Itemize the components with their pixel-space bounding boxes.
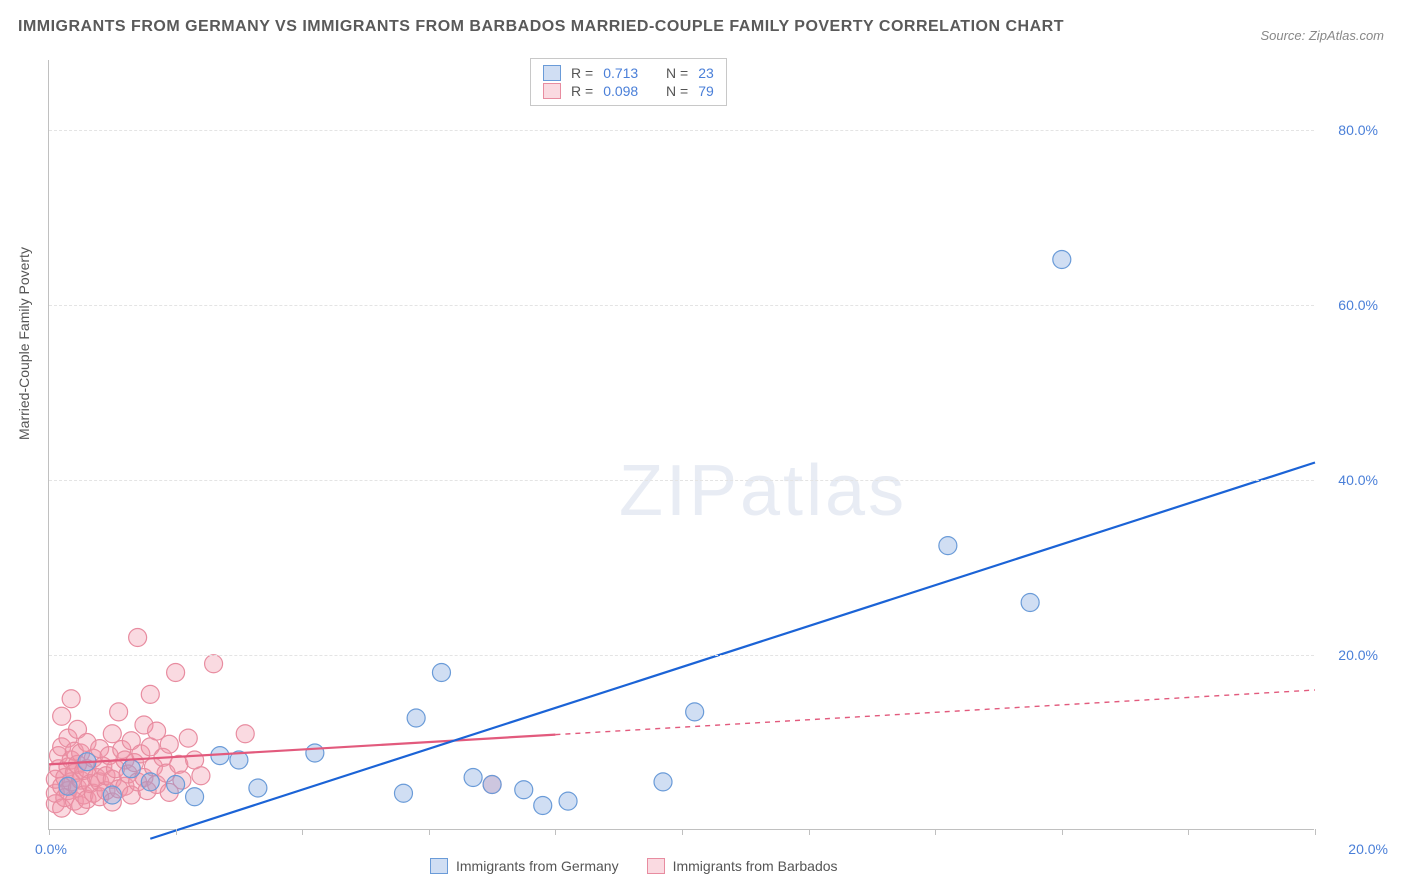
data-point [160,735,178,753]
regression-line-extrapolated [555,690,1315,735]
x-axis-start-label: 0.0% [35,841,67,857]
y-tick-label: 60.0% [1338,297,1378,313]
data-point [192,767,210,785]
data-point [167,664,185,682]
x-tick [429,829,430,835]
data-point [559,792,577,810]
chart-title: IMMIGRANTS FROM GERMANY VS IMMIGRANTS FR… [18,18,1064,36]
gridline [49,130,1314,131]
data-point [179,729,197,747]
x-tick [1315,829,1316,835]
data-point [186,788,204,806]
data-point [306,744,324,762]
data-point [464,769,482,787]
r-value-barbados: 0.098 [603,83,638,99]
data-point [394,784,412,802]
data-point [62,690,80,708]
data-point [654,773,672,791]
y-tick-label: 40.0% [1338,472,1378,488]
data-point [686,703,704,721]
legend-item-germany: Immigrants from Germany [430,858,619,874]
swatch-pink-icon [647,858,665,874]
n-label: N = [666,65,688,81]
n-value-germany: 23 [698,65,714,81]
legend-label-germany: Immigrants from Germany [456,858,619,874]
gridline [49,480,1314,481]
data-point [432,664,450,682]
y-axis-label: Married-Couple Family Poverty [16,247,32,440]
legend-row-barbados: R = 0.098 N = 79 [543,82,714,100]
y-tick-label: 20.0% [1338,647,1378,663]
data-point [103,786,121,804]
chart-plot-area: ZIPatlas 0.0% 20.0% 20.0%40.0%60.0%80.0% [48,60,1314,830]
x-tick [809,829,810,835]
y-tick-label: 80.0% [1338,122,1378,138]
swatch-blue-icon [543,65,561,81]
regression-line [150,463,1315,839]
data-point [110,703,128,721]
n-value-barbados: 79 [698,83,714,99]
swatch-pink-icon [543,83,561,99]
data-point [236,725,254,743]
r-value-germany: 0.713 [603,65,638,81]
swatch-blue-icon [430,858,448,874]
gridline [49,655,1314,656]
data-point [122,760,140,778]
legend-label-barbados: Immigrants from Barbados [673,858,838,874]
data-point [103,725,121,743]
data-point [167,776,185,794]
data-point [1021,594,1039,612]
data-point [1053,251,1071,269]
data-point [53,707,71,725]
x-tick [1188,829,1189,835]
legend-item-barbados: Immigrants from Barbados [647,858,838,874]
x-tick [682,829,683,835]
source-attribution: Source: ZipAtlas.com [1260,28,1384,43]
data-point [141,685,159,703]
x-tick [1062,829,1063,835]
series-legend: Immigrants from Germany Immigrants from … [430,858,838,874]
x-tick [49,829,50,835]
data-point [249,779,267,797]
data-point [939,537,957,555]
correlation-legend: R = 0.713 N = 23 R = 0.098 N = 79 [530,58,727,106]
n-label: N = [666,83,688,99]
data-point [407,709,425,727]
data-point [129,629,147,647]
data-point [515,781,533,799]
r-label: R = [571,83,593,99]
x-tick [555,829,556,835]
data-point [483,776,501,794]
x-tick [302,829,303,835]
data-point [534,797,552,815]
r-label: R = [571,65,593,81]
gridline [49,305,1314,306]
scatter-svg [49,60,1314,829]
legend-row-germany: R = 0.713 N = 23 [543,64,714,82]
x-tick [176,829,177,835]
x-tick [935,829,936,835]
data-point [205,655,223,673]
x-axis-end-label: 20.0% [1348,841,1388,857]
data-point [141,773,159,791]
data-point [59,777,77,795]
